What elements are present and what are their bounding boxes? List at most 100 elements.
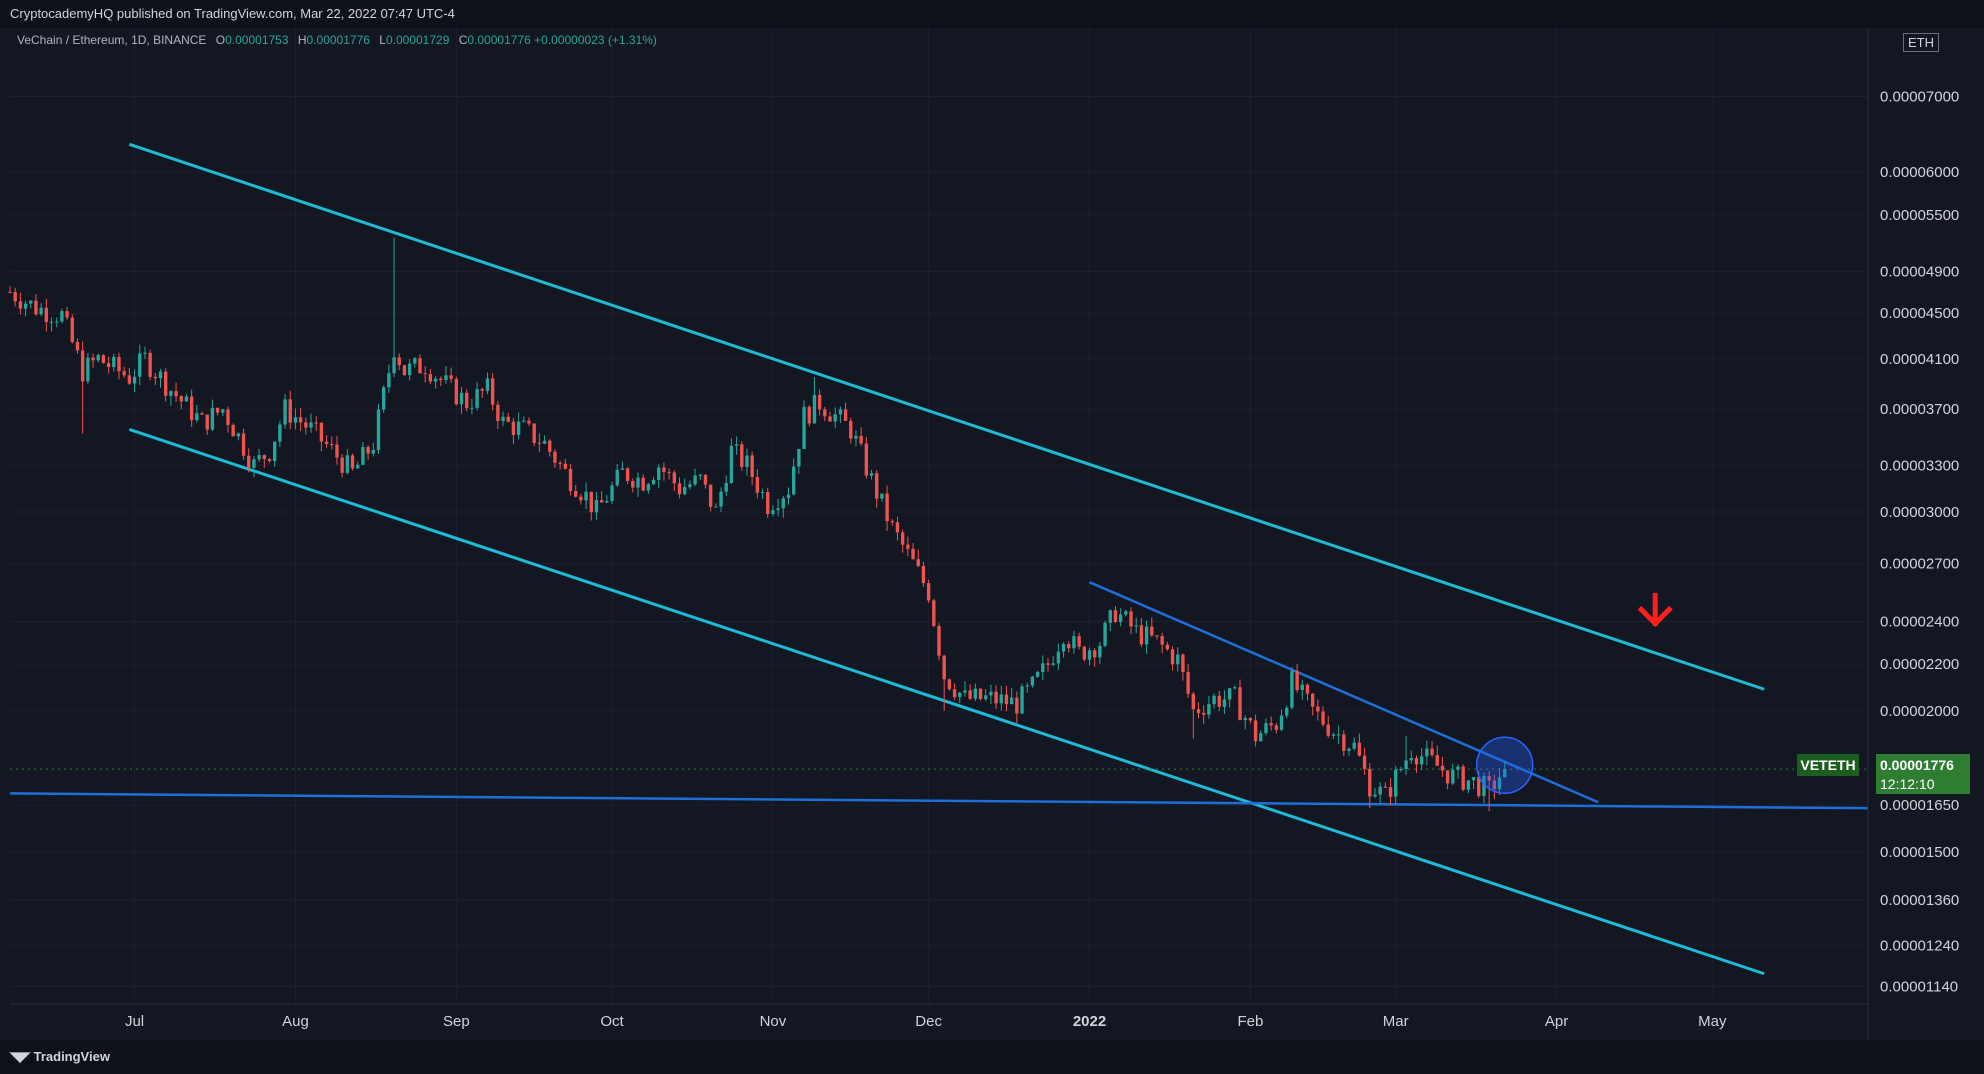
candle-body: [179, 396, 183, 402]
candle-body: [278, 424, 282, 442]
y-tick-label: 0.00002700: [1880, 556, 1959, 573]
candle-body: [1139, 625, 1144, 645]
candle-body: [324, 441, 329, 445]
candle-body: [1233, 687, 1237, 689]
candle-body: [968, 690, 972, 699]
candle-body: [86, 357, 90, 382]
candle-body: [169, 391, 173, 396]
symbol-price-tag: VETETH: [1797, 754, 1859, 776]
candle-body: [1409, 757, 1413, 761]
y-tick-label: 0.00001500: [1880, 844, 1959, 861]
change-value: +0.00000023 (+1.31%): [534, 33, 657, 47]
candle-body: [984, 695, 988, 700]
tradingview-logo[interactable]: ◥◤ TradingView: [10, 1049, 110, 1064]
candle-body: [340, 457, 344, 473]
candle-body: [288, 399, 292, 423]
candle-body: [241, 433, 246, 456]
candle-body: [143, 352, 147, 354]
open-value: 0.00001753: [225, 33, 289, 47]
candle-body: [1170, 649, 1175, 665]
y-tick-label: 0.00004900: [1880, 263, 1959, 280]
currency-badge[interactable]: ETH: [1903, 33, 1939, 52]
ohlc-legend: VeChain / Ethereum, 1D, BINANCE O0.00001…: [17, 33, 657, 47]
candle-body: [662, 467, 666, 472]
plot-area: [10, 28, 1868, 1004]
candle-body: [786, 494, 791, 499]
candle-body: [1191, 693, 1195, 710]
candle-body: [947, 679, 952, 690]
candle-body: [70, 317, 74, 343]
candle-body: [231, 424, 235, 437]
candle-body: [444, 375, 448, 380]
y-tick-label: 0.00002400: [1880, 613, 1959, 630]
candle-body: [361, 446, 365, 465]
candle-body: [932, 600, 936, 626]
candle-body: [869, 473, 874, 476]
published-header: CryptocademyHQ published on TradingView.…: [0, 0, 1984, 28]
last-price: 0.00001776: [1880, 757, 1954, 773]
candle-body: [973, 688, 978, 699]
candle-body: [771, 510, 775, 515]
candle-body: [29, 300, 33, 304]
candle-body: [807, 406, 811, 424]
candle-body: [781, 498, 785, 509]
candle-body: [1492, 780, 1497, 790]
candle-body: [189, 396, 194, 421]
candle-body: [252, 459, 256, 468]
candle-body: [101, 355, 106, 364]
symbol-title[interactable]: VeChain / Ethereum, 1D, BINANCE: [17, 33, 207, 47]
candle-body: [812, 394, 817, 424]
candle-body: [828, 416, 832, 422]
wedge-trendline: [1089, 581, 1599, 804]
candle-body: [1326, 724, 1330, 736]
chart-grid: [10, 28, 1868, 1004]
candle-body: [247, 455, 251, 468]
candle-body: [465, 392, 469, 409]
candle-body: [1321, 711, 1325, 725]
candle-body: [1108, 610, 1112, 623]
candle-body: [350, 455, 355, 469]
candle-body: [734, 444, 739, 446]
candle-body: [1181, 654, 1185, 673]
candle-body: [537, 442, 542, 444]
x-tick-label: Oct: [600, 1013, 624, 1030]
candle-body: [1414, 757, 1419, 765]
candle-body: [319, 422, 324, 442]
candle-body: [880, 493, 884, 499]
candle-body: [55, 321, 59, 323]
x-tick-label: 2022: [1073, 1013, 1106, 1030]
candle-body: [527, 420, 531, 424]
candle-body: [1285, 707, 1289, 716]
y-tick-label: 0.00002000: [1880, 703, 1959, 720]
candle-body: [568, 468, 573, 491]
candle-body: [267, 458, 272, 461]
candle-body: [994, 691, 998, 704]
y-tick-label: 0.00001240: [1880, 937, 1959, 954]
candle-body: [1274, 725, 1279, 730]
candle-body: [688, 484, 692, 488]
candle-body: [1248, 718, 1253, 721]
candle-body: [1202, 712, 1206, 715]
candle-body: [714, 506, 718, 508]
candle-body: [999, 694, 1003, 704]
candle-body: [563, 463, 568, 469]
candle-body: [1243, 718, 1247, 721]
candle-body: [1290, 671, 1294, 708]
candles: [8, 237, 1507, 812]
candle-body: [1222, 699, 1227, 707]
candle-body: [1357, 742, 1362, 756]
candle-body: [594, 500, 599, 513]
x-tick-label: Jul: [125, 1013, 144, 1030]
candle-body: [802, 406, 806, 449]
candle-body: [1451, 769, 1455, 784]
chart-annotations: [1475, 592, 1673, 794]
candle-body: [1331, 734, 1336, 736]
candle-body: [356, 464, 360, 469]
candle-body: [1316, 706, 1320, 712]
candle-body: [558, 462, 562, 464]
candle-body: [875, 473, 879, 499]
candle-body: [205, 414, 209, 430]
chart-drawings: [9, 142, 1869, 976]
candle-body: [164, 371, 168, 396]
